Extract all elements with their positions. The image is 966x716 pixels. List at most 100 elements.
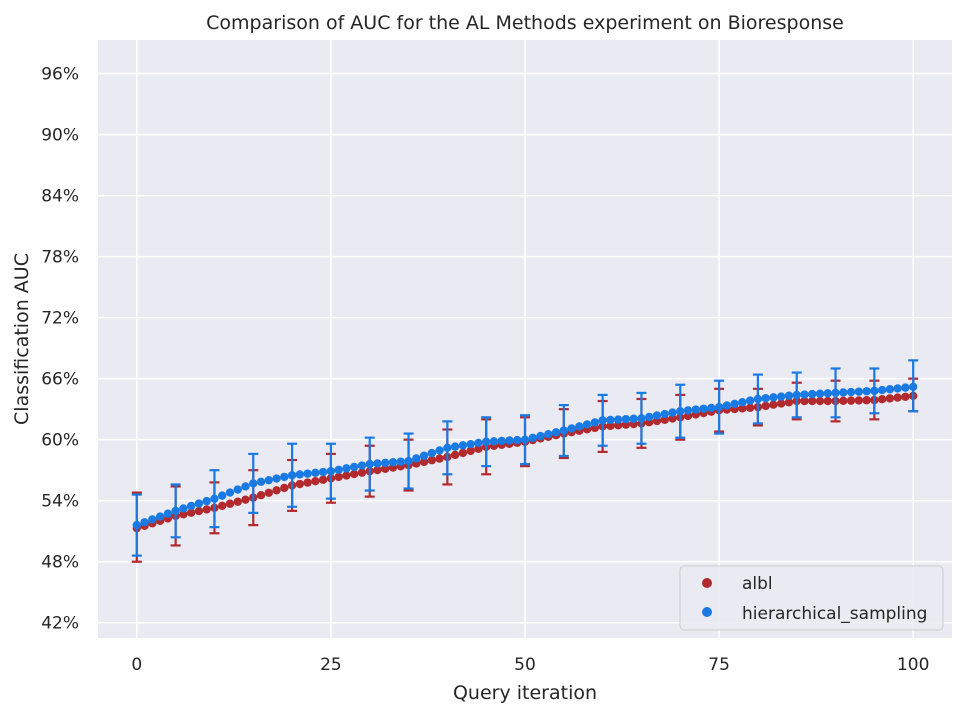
data-point (303, 478, 312, 487)
y-tick-label: 72% (41, 309, 79, 329)
data-point (186, 508, 196, 517)
legend-marker-hierarchical-sampling (702, 607, 712, 617)
data-point (450, 450, 460, 460)
data-point (660, 409, 669, 419)
legend-marker-albl (702, 578, 712, 588)
data-point (808, 396, 817, 406)
data-point (598, 416, 607, 425)
data-point (155, 512, 165, 521)
data-point (901, 392, 910, 401)
data-point (893, 384, 902, 393)
data-point (722, 401, 732, 410)
data-point (350, 462, 359, 472)
x-axis-label: Query iteration (453, 682, 597, 704)
data-point (396, 457, 405, 466)
data-point (311, 468, 320, 478)
data-point (450, 442, 460, 451)
tick-labels: 0 25 50 75 100 42% 48% 54% 60% 66% 72% 78% 84% 90% 96% (41, 65, 929, 675)
x-tick-label: 25 (320, 655, 342, 675)
data-point (295, 479, 305, 489)
data-point (738, 404, 747, 413)
data-point (179, 504, 188, 513)
data-point (784, 391, 794, 400)
y-tick-label: 90% (41, 126, 79, 146)
data-point (839, 396, 848, 406)
data-point (831, 388, 840, 398)
data-point (536, 431, 545, 441)
data-point (373, 465, 382, 475)
data-point (559, 426, 569, 435)
data-point (846, 396, 856, 405)
data-point (419, 457, 429, 467)
legend-box (679, 565, 944, 631)
data-point (800, 396, 809, 406)
data-point (683, 406, 693, 415)
data-point (388, 458, 398, 467)
data-point (264, 475, 273, 485)
data-point (210, 494, 219, 503)
y-tick-label: 66% (41, 370, 79, 390)
data-point (513, 435, 522, 445)
data-point (575, 422, 584, 431)
data-point (645, 412, 654, 422)
legend: albl hierarchical_sampling (679, 565, 944, 631)
legend-label-albl: albl (742, 574, 773, 594)
y-tick-label: 54% (41, 492, 79, 512)
data-point (218, 501, 227, 510)
data-point (233, 497, 242, 506)
data-point (435, 454, 444, 463)
data-point (256, 491, 266, 500)
data-point (901, 383, 910, 392)
data-point (256, 477, 266, 486)
data-point (497, 436, 506, 446)
data-point (264, 488, 273, 497)
data-point (769, 393, 778, 402)
data-point (823, 396, 832, 406)
data-point (668, 414, 677, 423)
data-point (412, 454, 421, 463)
data-point (350, 469, 359, 479)
data-point (753, 394, 763, 404)
data-point (295, 470, 305, 479)
data-point (419, 451, 429, 460)
data-point (466, 446, 475, 456)
data-point (676, 407, 685, 416)
data-point (381, 458, 390, 468)
data-point (621, 414, 631, 424)
x-tick-label: 100 (897, 655, 929, 675)
data-point (854, 396, 864, 405)
data-point (318, 475, 328, 484)
data-point (551, 428, 561, 437)
data-point (769, 400, 778, 409)
data-point (481, 437, 491, 446)
data-point (606, 415, 615, 425)
data-point (730, 399, 739, 409)
data-point (792, 390, 801, 400)
data-point (194, 506, 204, 516)
data-point (505, 436, 514, 445)
data-point (567, 424, 576, 433)
data-point (846, 387, 856, 397)
data-point (815, 389, 825, 398)
data-point (745, 396, 755, 405)
series-hierarchical-sampling (131, 359, 919, 557)
data-point (334, 472, 343, 482)
data-point (303, 469, 312, 478)
data-point (544, 429, 553, 439)
x-tick-label: 50 (514, 655, 536, 675)
data-point (202, 505, 211, 514)
data-point (179, 510, 188, 519)
data-point (241, 482, 250, 491)
data-point (854, 387, 864, 396)
data-point (280, 483, 289, 493)
data-point (342, 464, 351, 473)
y-tick-label: 78% (41, 248, 79, 268)
data-point (808, 389, 817, 399)
data-point (140, 518, 149, 527)
data-point (606, 421, 615, 431)
data-point (745, 403, 755, 412)
data-point (357, 468, 367, 477)
data-point (373, 459, 382, 468)
data-point (862, 387, 871, 396)
